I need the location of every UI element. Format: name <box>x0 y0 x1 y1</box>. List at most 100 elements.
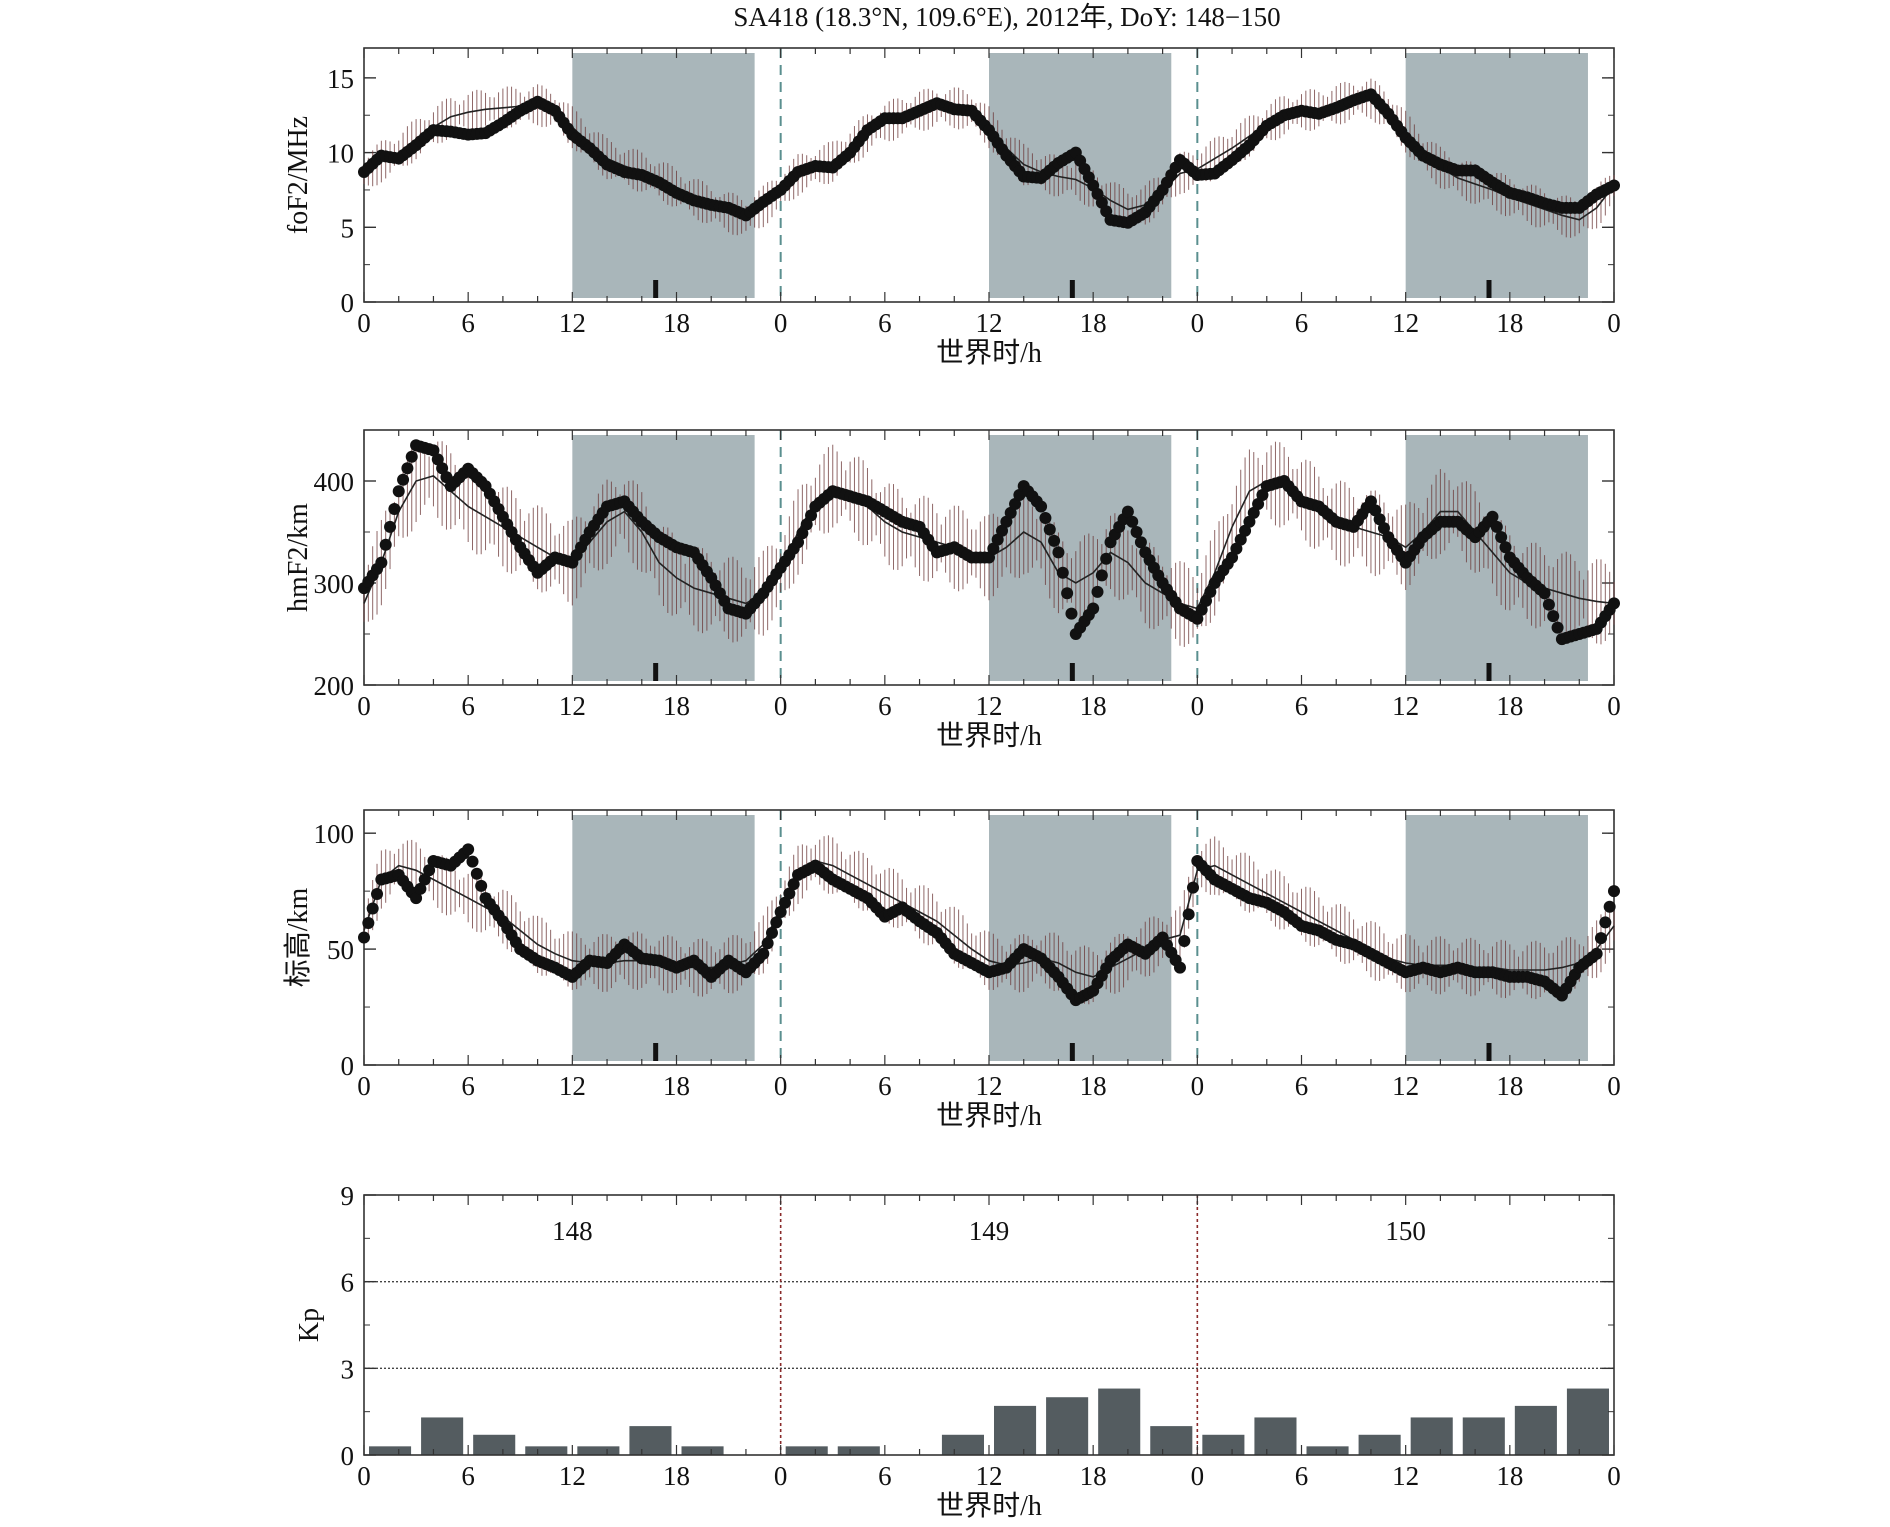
obs-point <box>1048 534 1061 547</box>
local-midnight-marker <box>1486 280 1492 298</box>
obs-point <box>1130 526 1143 538</box>
obs-point <box>384 520 397 533</box>
figure-title: SA418 (18.3°N, 109.6°E), 2012年, DoY: 148… <box>733 2 1280 32</box>
obs-point <box>1608 597 1620 610</box>
x-tick-label: 18 <box>1496 1071 1523 1101</box>
y-axis-label: foF2/MHz <box>283 116 314 234</box>
x-tick-label: 0 <box>357 1461 371 1491</box>
obs-point <box>358 931 370 944</box>
kp-bar <box>681 1446 724 1455</box>
kp-bar <box>1306 1446 1349 1455</box>
y-tick-label: 200 <box>314 671 355 701</box>
x-tick-label: 0 <box>1191 1461 1205 1491</box>
obs-point <box>1538 587 1551 600</box>
y-tick-label: 0 <box>341 1441 355 1471</box>
x-tick-label: 0 <box>357 691 371 721</box>
x-tick-label: 12 <box>976 1461 1003 1491</box>
obs-point <box>779 896 792 909</box>
x-tick-label: 18 <box>663 308 690 338</box>
obs-point <box>366 902 379 915</box>
panel-fof2: 0 5 10 15 foF2/MHz 0 6 12 18 0 6 12 18 0 6 12 18 0 世界时/h <box>283 47 1621 369</box>
y-tick-label: 0 <box>341 1051 355 1081</box>
x-tick-label: 0 <box>774 691 788 721</box>
kp-bar <box>421 1417 464 1455</box>
x-tick-label: 18 <box>1080 691 1107 721</box>
kp-bar <box>785 1446 828 1455</box>
obs-point <box>1490 520 1503 533</box>
obs-point <box>1095 569 1108 582</box>
obs-point <box>1239 524 1252 537</box>
kp-bar <box>1566 1388 1609 1455</box>
kp-bar <box>994 1405 1037 1455</box>
obs-point <box>423 864 436 877</box>
kp-bar <box>1046 1397 1089 1455</box>
obs-point <box>1126 515 1139 528</box>
day-of-year-label: 150 <box>1385 1216 1426 1246</box>
local-midnight-marker <box>1069 1043 1075 1061</box>
obs-point <box>431 453 444 466</box>
obs-point <box>1039 511 1052 524</box>
obs-point <box>1087 602 1100 615</box>
y-axis-label: 标高/km <box>282 888 314 988</box>
obs-point <box>1247 506 1260 519</box>
obs-point <box>410 892 423 905</box>
kp-bar <box>577 1446 620 1455</box>
y-tick-label: 5 <box>341 213 355 243</box>
local-midnight-marker <box>1486 1043 1492 1061</box>
obs-point <box>1542 598 1555 611</box>
x-tick-label: 12 <box>559 1071 586 1101</box>
kp-bar <box>941 1434 984 1455</box>
obs-point <box>770 916 783 929</box>
kp-bar <box>1150 1426 1193 1455</box>
local-midnight-marker <box>653 280 659 298</box>
x-tick-label: 18 <box>1080 308 1107 338</box>
obs-point <box>1091 585 1104 598</box>
obs-point <box>1009 497 1022 510</box>
x-tick-label: 6 <box>461 308 475 338</box>
kp-bars <box>369 1388 1609 1455</box>
kp-bar <box>1358 1434 1401 1455</box>
y-tick-label: 15 <box>327 64 354 94</box>
x-tick-label: 0 <box>1607 691 1621 721</box>
local-midnight-marker <box>1069 280 1075 298</box>
x-tick-label: 0 <box>1191 308 1205 338</box>
y-tick-label: 300 <box>314 569 355 599</box>
local-midnight-marker <box>1486 663 1492 681</box>
obs-point <box>757 947 770 960</box>
observations <box>358 843 1620 1007</box>
obs-point <box>1230 542 1243 555</box>
x-tick-label: 0 <box>774 1071 788 1101</box>
panel-scale: 0 50 100 标高/km 0 6 12 18 0 6 12 18 0 6 12 18 0 世界时/h <box>282 809 1621 1132</box>
obs-point <box>1551 621 1564 634</box>
x-axis-label: 世界时/h <box>936 1100 1042 1132</box>
obs-point <box>1061 587 1074 600</box>
kp-bar <box>1098 1388 1141 1455</box>
obs-point <box>1608 179 1620 192</box>
x-tick-label: 0 <box>1607 1461 1621 1491</box>
x-tick-label: 12 <box>976 691 1003 721</box>
x-tick-label: 12 <box>976 308 1003 338</box>
y-tick-label: 100 <box>314 819 355 849</box>
obs-point <box>1043 523 1056 536</box>
kp-bar <box>1514 1405 1557 1455</box>
x-tick-label: 0 <box>357 1071 371 1101</box>
x-axis-label: 世界时/h <box>936 337 1042 369</box>
kp-bar <box>1462 1417 1505 1455</box>
y-tick-label: 50 <box>327 935 354 965</box>
x-tick-label: 6 <box>878 308 892 338</box>
x-tick-label: 6 <box>461 1071 475 1101</box>
obs-point <box>1000 515 1013 528</box>
obs-point <box>1056 566 1069 579</box>
y-tick-label: 3 <box>341 1354 355 1384</box>
x-tick-label: 6 <box>461 691 475 721</box>
obs-point <box>414 882 427 895</box>
obs-point <box>371 888 384 901</box>
x-tick-label: 12 <box>1392 691 1419 721</box>
y-tick-label: 400 <box>314 467 355 497</box>
kp-bar <box>369 1446 412 1455</box>
obs-point <box>1100 552 1113 565</box>
obs-point <box>1134 536 1147 549</box>
x-axis-label: 世界时/h <box>936 720 1042 752</box>
y-axis-label: Kp <box>294 1308 325 1342</box>
